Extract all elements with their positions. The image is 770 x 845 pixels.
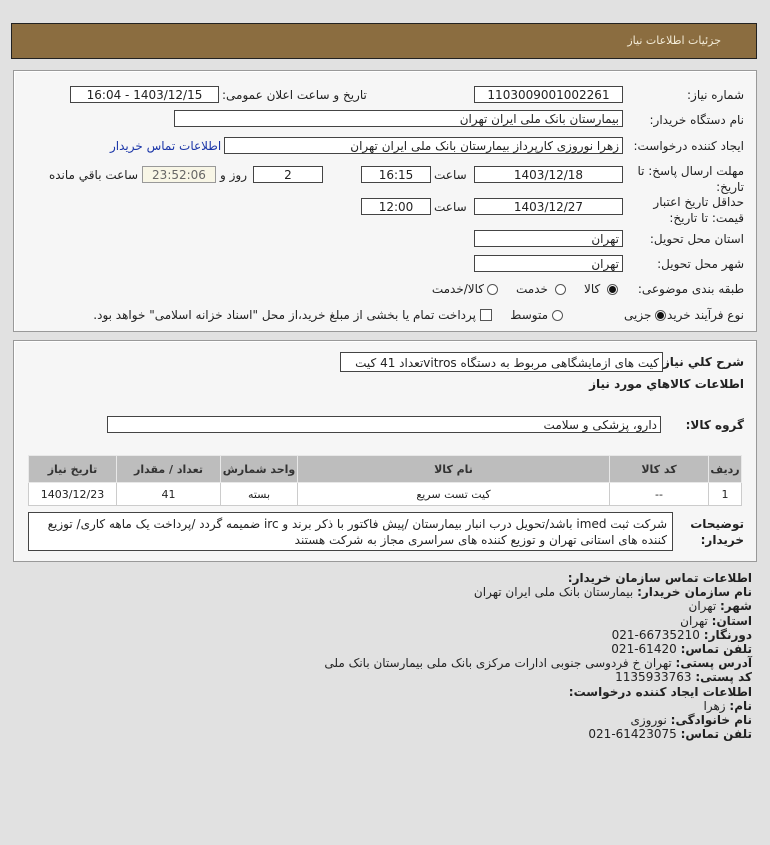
category-radio-goods[interactable] <box>607 284 618 295</box>
validity-date-field: 1403/12/27 <box>474 198 623 215</box>
table-row: 1 -- کیت تست سریع بسته 41 1403/12/23 <box>28 482 742 506</box>
address-value: تهران خ فردوسی جنوبی ادارات مرکزی بانک م… <box>324 656 672 671</box>
org-value: بیمارستان بانک ملی ایران تهران <box>473 585 634 600</box>
group-label: گروه کالا: <box>685 418 744 432</box>
col-qty: تعداد / مقدار <box>116 455 221 483</box>
col-code: کد کالا <box>609 455 709 483</box>
city-label: شهر محل تحویل: <box>657 257 744 271</box>
validity-time-field: 12:00 <box>361 198 431 215</box>
process-option-medium: متوسط <box>510 308 548 322</box>
validity-time-label: ساعت <box>434 200 467 214</box>
address-label: آدرس پستی: <box>675 656 752 671</box>
province-value: تهران <box>680 613 708 628</box>
city-label: شهر: <box>720 599 752 614</box>
process-option-minor: جزیی <box>624 308 652 322</box>
deadline-time-field: 16:15 <box>361 166 431 183</box>
page-header: جزئیات اطلاعات نیاز <box>11 23 757 59</box>
postal-label: کد پستی: <box>695 670 752 685</box>
cell-unit: بسته <box>220 482 298 506</box>
need-number-field: 1103009001002261 <box>474 86 623 103</box>
contact-heading: اطلاعات تماس سازمان خریدار: <box>567 571 752 585</box>
contact-section: اطلاعات تماس سازمان خریدار: نام سازمان خ… <box>324 571 752 741</box>
category-option-service: خدمت <box>516 282 548 296</box>
deadline-date-field: 1403/12/18 <box>474 166 623 183</box>
fax-value: 66735210-021 <box>611 627 700 642</box>
need-number-label: شماره نیاز: <box>687 88 744 102</box>
days-label: روز و <box>220 168 247 182</box>
family-label: نام خانوادگی: <box>670 713 752 728</box>
category-radio-both[interactable] <box>487 284 498 295</box>
process-radio-medium[interactable] <box>552 310 563 321</box>
deadline-time-label: ساعت <box>434 168 467 182</box>
summary-field: کیت های ازمایشگاهی مربوط به دستگاه vitro… <box>340 352 663 372</box>
name-value: زهرا <box>703 698 726 713</box>
category-label: طبقه بندی موضوعی: <box>637 282 744 296</box>
desc-label: توضیحات خریدار: <box>690 517 744 547</box>
buyer-field: بیمارستان بانک ملی ایران تهران <box>174 110 623 127</box>
announce-label: تاریخ و ساعت اعلان عمومی: <box>222 88 367 102</box>
payment-checkbox[interactable] <box>480 309 492 321</box>
requester-label: ایجاد کننده درخواست: <box>633 139 744 153</box>
cell-date: 1403/12/23 <box>28 482 117 506</box>
family-value: نوروزی <box>630 713 667 728</box>
creator-phone-label: تلفن تماس: <box>680 727 752 742</box>
validity-label: حداقل تاریخ اعتبار قیمت: تا تاریخ: <box>653 195 744 225</box>
city-value: تهران <box>688 599 717 614</box>
cell-row: 1 <box>708 482 742 506</box>
remaining-time-field: 23:52:06 <box>142 166 216 183</box>
province-field: تهران <box>474 230 623 247</box>
buyer-contact-link[interactable]: اطلاعات تماس خریدار <box>110 139 222 153</box>
goods-table: ردیف کد کالا نام کالا واحد شمارش تعداد /… <box>28 455 742 506</box>
creator-phone-value: 61423075-021 <box>588 727 677 742</box>
name-label: نام: <box>729 698 752 713</box>
category-radio-service[interactable] <box>555 284 566 295</box>
buyer-label: نام دستگاه خریدار: <box>649 113 745 127</box>
org-label: نام سازمان خریدار: <box>637 585 752 600</box>
group-field: دارو، پزشکی و سلامت <box>107 416 661 433</box>
days-field: 2 <box>253 166 323 183</box>
col-name: نام کالا <box>297 455 610 483</box>
remaining-label: ساعت باقي مانده <box>48 168 138 182</box>
announce-field: 1403/12/15 - 16:04 <box>70 86 219 103</box>
phone-label: تلفن تماس: <box>680 642 752 657</box>
cell-code: -- <box>609 482 709 506</box>
col-row: ردیف <box>708 455 742 483</box>
deadline-label: مهلت ارسال پاسخ: تا تاریخ: <box>637 164 744 194</box>
cell-name: کیت تست سریع <box>297 482 610 506</box>
phone-value: 61420-021 <box>611 642 677 657</box>
page-title: جزئیات اطلاعات نیاز <box>627 34 721 47</box>
col-date: تاریخ نیاز <box>28 455 117 483</box>
creator-heading: اطلاعات ایجاد کننده درخواست: <box>568 684 752 699</box>
postal-value: 1135933763 <box>615 670 692 685</box>
summary-label: شرح کلي نیاز: <box>658 355 744 369</box>
payment-note: پرداخت تمام یا بخشی از مبلغ خرید،از محل … <box>93 308 476 322</box>
cell-qty: 41 <box>116 482 221 506</box>
process-radio-minor[interactable] <box>655 310 666 321</box>
requester-field: زهرا نوروزی کارپرداز بیمارستان بانک ملی … <box>224 137 623 154</box>
desc-field: شرکت ثبت imed باشد/تحویل درب انبار بیمار… <box>28 512 673 551</box>
city-field: تهران <box>474 255 623 272</box>
fax-label: دورنگار: <box>703 627 752 642</box>
process-label: نوع فرآیند خرید : <box>659 308 744 322</box>
goods-heading: اطلاعات کالاهاي مورد نیاز <box>589 377 744 391</box>
province-label: استان: <box>711 613 752 628</box>
col-unit: واحد شمارش <box>220 455 298 483</box>
province-label: استان محل تحویل: <box>649 232 744 246</box>
category-option-goods: کالا <box>584 282 601 296</box>
category-option-both: کالا/خدمت <box>431 282 484 296</box>
